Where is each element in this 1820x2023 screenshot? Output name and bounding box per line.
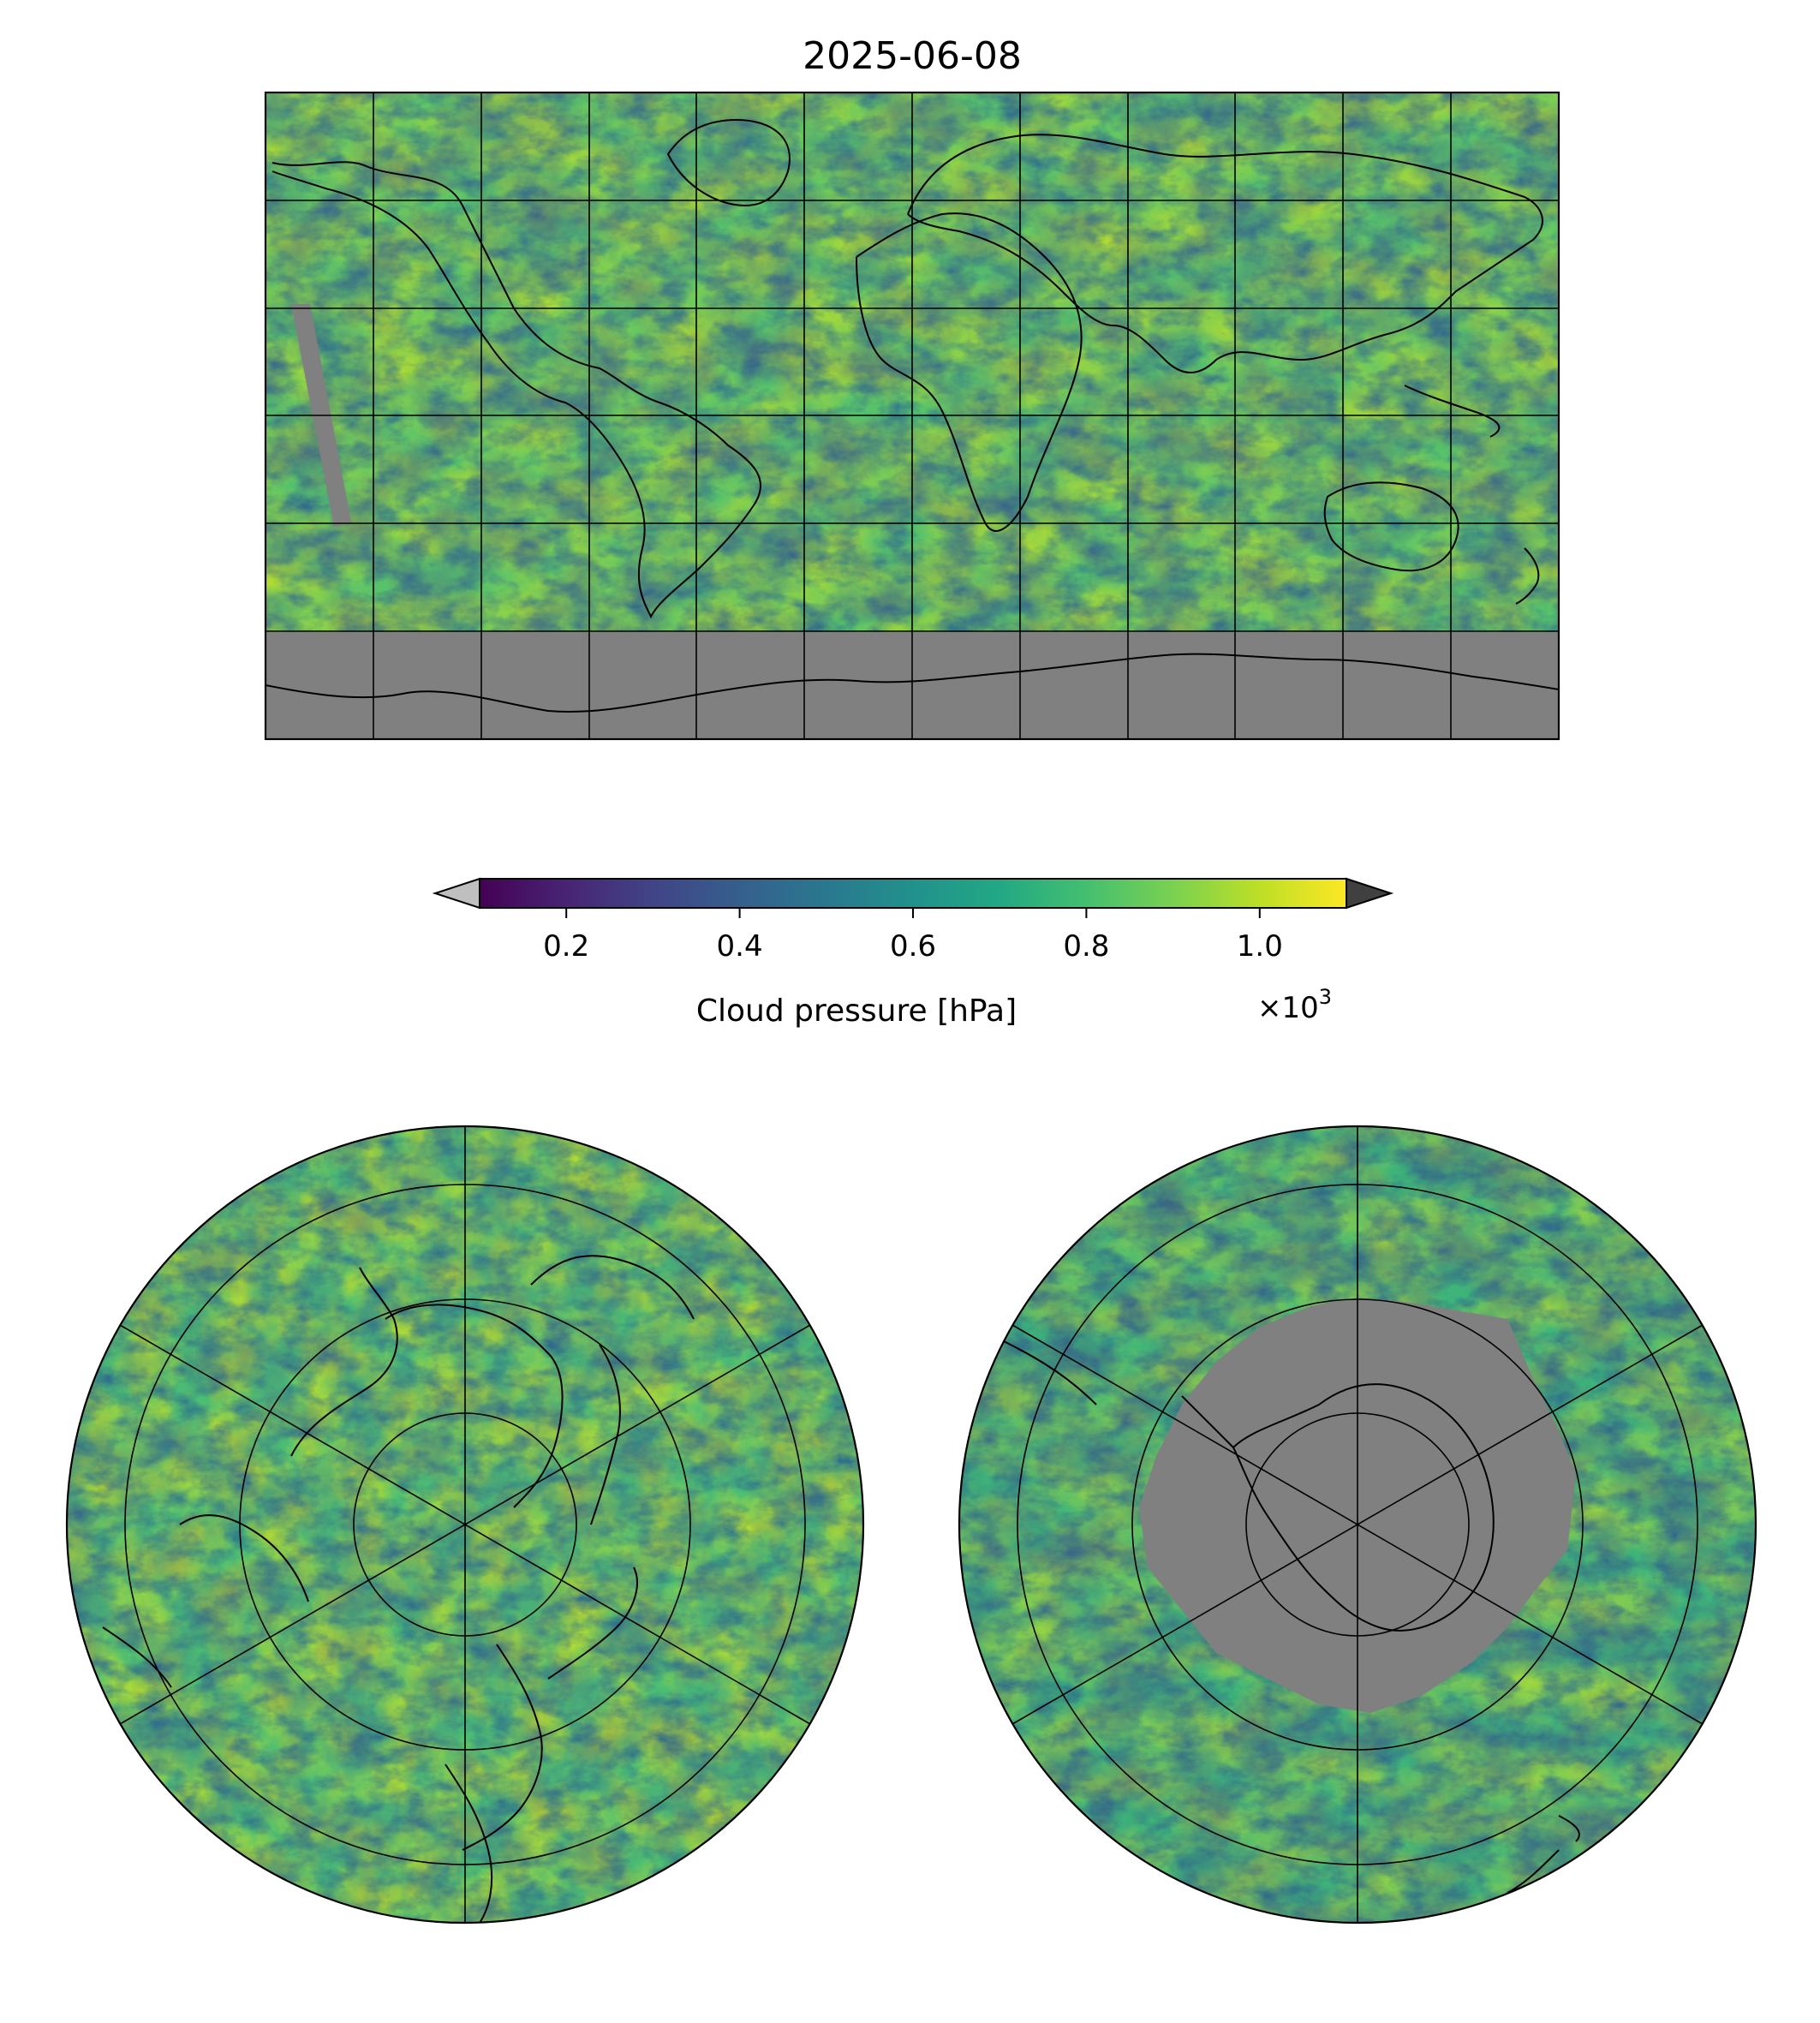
colorbar-tick-label: 0.2 — [543, 929, 589, 964]
graticule — [266, 92, 1559, 739]
colorbar-offset-text: ×103 — [1257, 985, 1332, 1025]
north-polar-map — [67, 1126, 863, 1923]
colorbar: 0.2 0.4 0.6 0.8 1.0 Cloud pressure [hPa] ×10… — [432, 877, 1394, 1029]
colorbar-label: Cloud pressure [hPa] — [696, 994, 1017, 1029]
coastlines — [266, 118, 1559, 713]
colorbar-tick-label: 0.6 — [890, 929, 936, 964]
colorbar-tick-label: 1.0 — [1237, 929, 1283, 964]
coastlines — [102, 1255, 695, 1923]
graticule — [119, 1126, 811, 1923]
north-polar-frame — [65, 1125, 865, 1925]
coastlines — [993, 1335, 1580, 1894]
global-map — [266, 92, 1559, 739]
global-map-frame — [264, 91, 1560, 741]
south-polar-map — [959, 1126, 1756, 1923]
colorbar-tick-label: 0.4 — [717, 929, 763, 964]
graticule — [1011, 1126, 1704, 1923]
figure-title: 2025-06-08 — [803, 34, 1022, 78]
colorbar-gradient — [480, 879, 1346, 908]
colorbar-extend-high — [1346, 877, 1394, 910]
colorbar-extend-low — [432, 877, 480, 910]
colorbar-tick-label: 0.8 — [1063, 929, 1109, 964]
south-polar-frame — [958, 1125, 1757, 1925]
